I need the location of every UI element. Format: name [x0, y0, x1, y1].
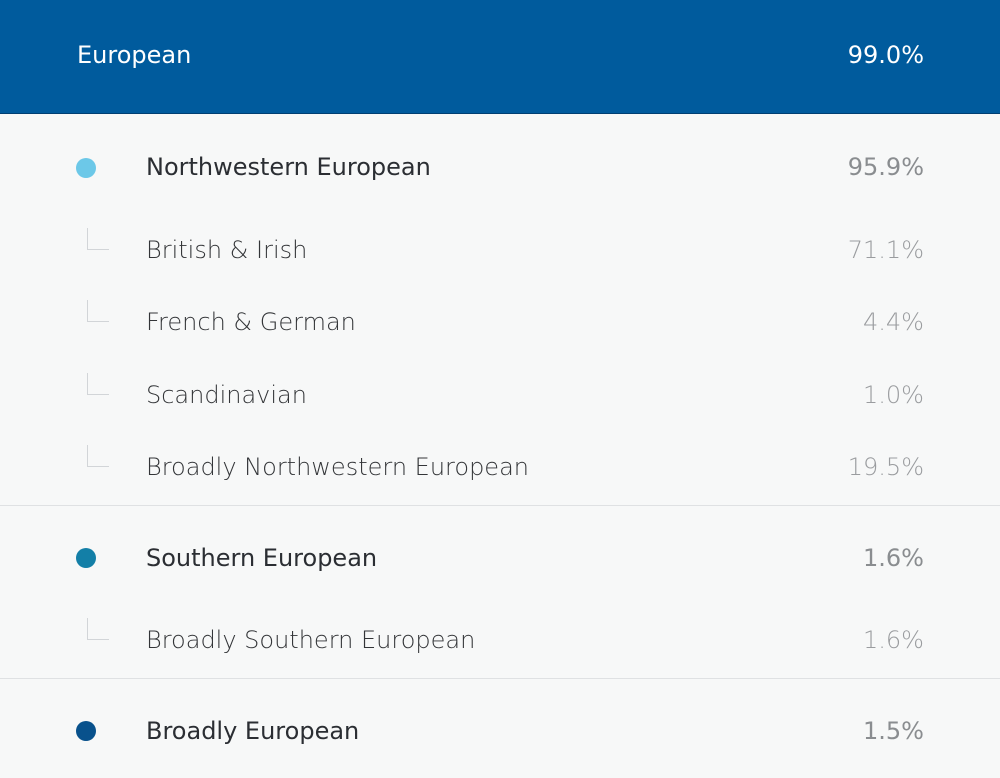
group-label: Northwestern European — [146, 153, 431, 181]
subgroup-percentage: 1.0% — [863, 381, 924, 409]
subgroup-row-broadly-northwestern-european[interactable]: Broadly Northwestern European 19.5% — [0, 445, 1000, 484]
header-label: European — [77, 41, 192, 69]
group-percentage: 1.5% — [863, 717, 924, 745]
group-row-southern-european[interactable]: Southern European 1.6% — [0, 541, 1000, 575]
tree-connector-icon — [87, 373, 109, 395]
group-percentage: 1.6% — [863, 544, 924, 572]
subgroup-label: French & German — [146, 308, 356, 336]
tree-connector-icon — [87, 300, 109, 322]
subgroup-label: Broadly Southern European — [146, 626, 476, 654]
legend-dot-icon — [76, 548, 96, 568]
tree-connector-icon — [87, 228, 109, 250]
subgroup-row-scandinavian[interactable]: Scandinavian 1.0% — [0, 373, 1000, 412]
section-divider — [0, 678, 1000, 679]
legend-dot-icon — [76, 158, 96, 178]
subgroup-percentage: 71.1% — [847, 236, 924, 264]
tree-connector-icon — [87, 445, 109, 467]
section-divider — [0, 505, 1000, 506]
subgroup-percentage: 1.6% — [863, 626, 924, 654]
tree-connector-icon — [87, 618, 109, 640]
subgroup-label: Scandinavian — [146, 381, 307, 409]
group-percentage: 95.9% — [847, 153, 924, 181]
legend-dot-icon — [76, 721, 96, 741]
subgroup-label: Broadly Northwestern European — [146, 453, 529, 481]
group-label: Southern European — [146, 544, 378, 572]
subgroup-percentage: 19.5% — [847, 453, 924, 481]
group-row-broadly-european[interactable]: Broadly European 1.5% — [0, 714, 1000, 748]
european-header-row[interactable]: European 99.0% — [0, 0, 1000, 114]
group-row-northwestern-european[interactable]: Northwestern European 95.9% — [0, 150, 1000, 184]
subgroup-row-broadly-southern-european[interactable]: Broadly Southern European 1.6% — [0, 618, 1000, 657]
group-label: Broadly European — [146, 717, 360, 745]
subgroup-percentage: 4.4% — [863, 308, 924, 336]
header-percentage: 99.0% — [847, 41, 924, 69]
subgroup-row-british-irish[interactable]: British & Irish 71.1% — [0, 228, 1000, 267]
subgroup-row-french-german[interactable]: French & German 4.4% — [0, 300, 1000, 339]
subgroup-label: British & Irish — [146, 236, 308, 264]
